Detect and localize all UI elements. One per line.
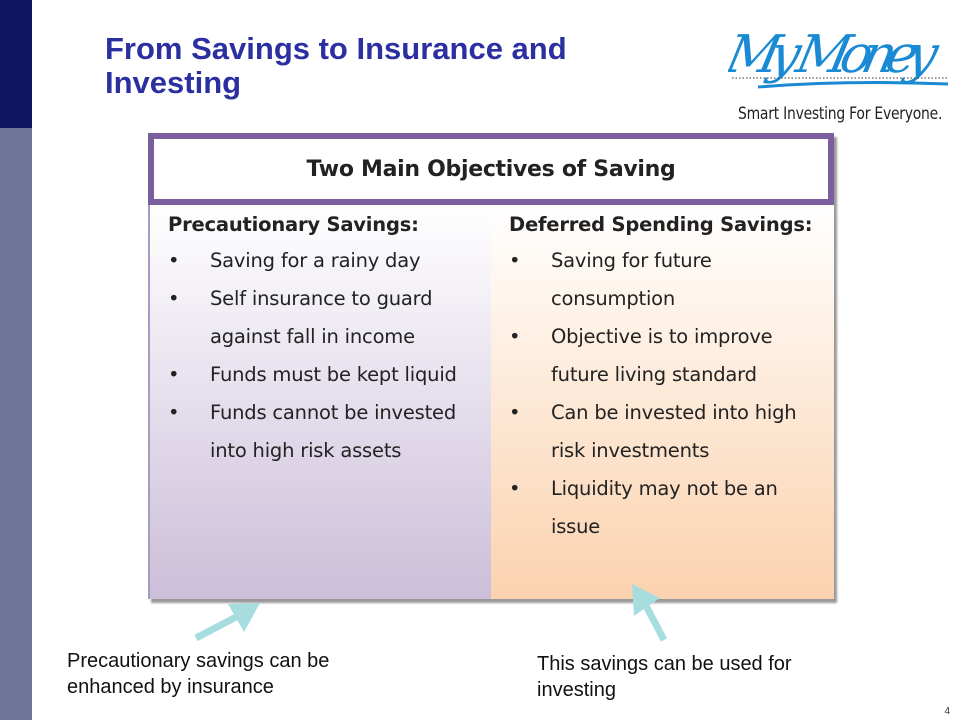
note-insurance: Precautionary savings can be enhanced by… xyxy=(67,650,330,698)
logo-tagline: Smart Investing For Everyone. xyxy=(738,104,943,124)
objectives-panel: Two Main Objectives of Saving Precaution… xyxy=(148,133,834,599)
list-item: Funds must be kept liquid xyxy=(168,356,479,394)
sidebar-accent-top xyxy=(0,0,32,128)
precautionary-heading: Precautionary Savings: xyxy=(168,213,419,236)
precautionary-column: Precautionary Savings: Saving for a rain… xyxy=(148,205,491,599)
list-item: Saving for future consumption xyxy=(509,242,822,318)
my-money-logo: My Money Smart Investing For Everyone. xyxy=(720,14,952,130)
list-item: Can be invested into high risk investmen… xyxy=(509,394,822,470)
list-item: Saving for a rainy day xyxy=(168,242,479,280)
list-item: Liquidity may not be an issue xyxy=(509,470,822,546)
sidebar-accent-bottom xyxy=(0,128,32,720)
list-item: Self insurance to guard against fall in … xyxy=(168,280,479,356)
deferred-list: Saving for future consumption Objective … xyxy=(509,242,822,546)
arrow-up-left-icon xyxy=(632,584,668,642)
list-item: Objective is to improve future living st… xyxy=(509,318,822,394)
deferred-column: Deferred Spending Savings: Saving for fu… xyxy=(491,205,834,599)
list-item: Funds cannot be invested into high risk … xyxy=(168,394,479,470)
slide-title: From Savings to Insurance and Investing xyxy=(105,31,567,100)
deferred-heading: Deferred Spending Savings: xyxy=(509,213,813,236)
note-investing: This savings can be used for investing xyxy=(537,653,792,701)
logo-wordmark-icon: My Money xyxy=(720,25,949,89)
svg-text:My Money: My Money xyxy=(728,25,945,85)
arrow-up-right-icon xyxy=(194,603,260,642)
panel-heading: Two Main Objectives of Saving xyxy=(148,133,834,205)
page-number: 4 xyxy=(944,706,950,717)
precautionary-list: Saving for a rainy day Self insurance to… xyxy=(168,242,479,470)
